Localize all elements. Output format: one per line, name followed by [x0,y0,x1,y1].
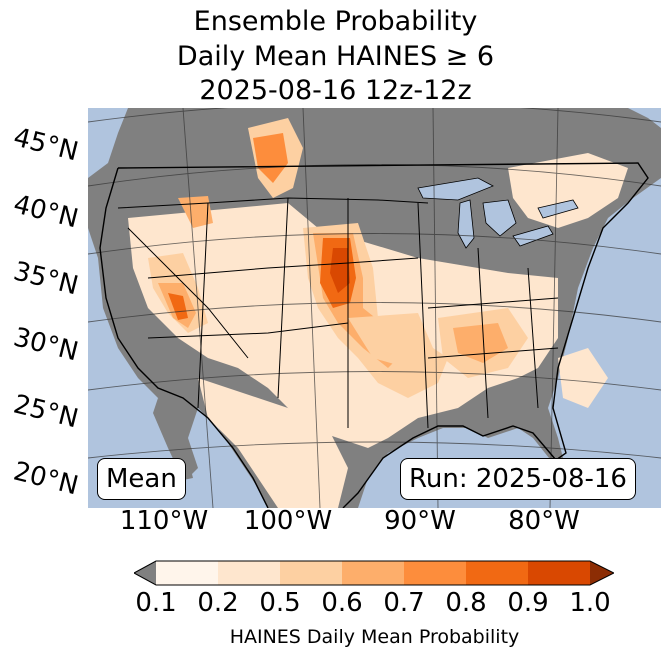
lat-label-40: 40°N [10,189,82,235]
colorbar-tick-1: 0.2 [197,588,239,618]
lat-label-45: 45°N [10,122,82,168]
title-line-3: 2025-08-16 12z-12z [199,75,472,106]
title-line-2: Daily Mean HAINES ≥ 6 [176,41,495,72]
probability-shading [128,118,628,508]
lon-label-110: 110°W [119,506,209,536]
lon-label-90: 90°W [384,506,456,536]
lon-label-80: 80°W [508,506,580,536]
colorbar-tick-4: 0.7 [383,588,425,618]
lat-label-25: 25°N [10,389,82,435]
state-borders [117,197,559,429]
colorbar-bin-6 [466,561,528,585]
colorbar-bin-1 [156,561,218,585]
colorbar-over-extend [590,561,614,585]
graticule [88,108,661,508]
coastline [99,162,649,508]
run-date-box: Run: 2025-08-16 [400,458,636,500]
colorbar-tick-2: 0.5 [259,588,301,618]
lat-label-35: 35°N [10,256,82,302]
colorbar-tick-3: 0.6 [321,588,363,618]
lon-label-100: 100°W [243,506,333,536]
statistic-box: Mean [97,458,186,500]
colorbar [134,560,614,586]
colorbar-tick-5: 0.8 [445,588,487,618]
colorbar-under-extend [134,561,156,585]
colorbar-bin-2 [218,561,280,585]
lat-label-20: 20°N [10,456,82,502]
colorbar-tick-0: 0.1 [135,588,177,618]
colorbar-bin-3 [280,561,342,585]
colorbar-tick-7: 1.0 [569,588,611,618]
colorbar-outline [134,560,614,586]
title-line-1: Ensemble Probability [193,6,478,37]
lat-label-30: 30°N [10,322,82,368]
great-lakes [417,177,579,249]
colorbar-bin-4 [342,561,404,585]
probability-map [88,108,661,508]
colorbar-label: HAINES Daily Mean Probability [229,626,520,648]
colorbar-bin-5 [404,561,466,585]
colorbar-bin-7 [528,561,590,585]
colorbar-tick-6: 0.9 [507,588,549,618]
